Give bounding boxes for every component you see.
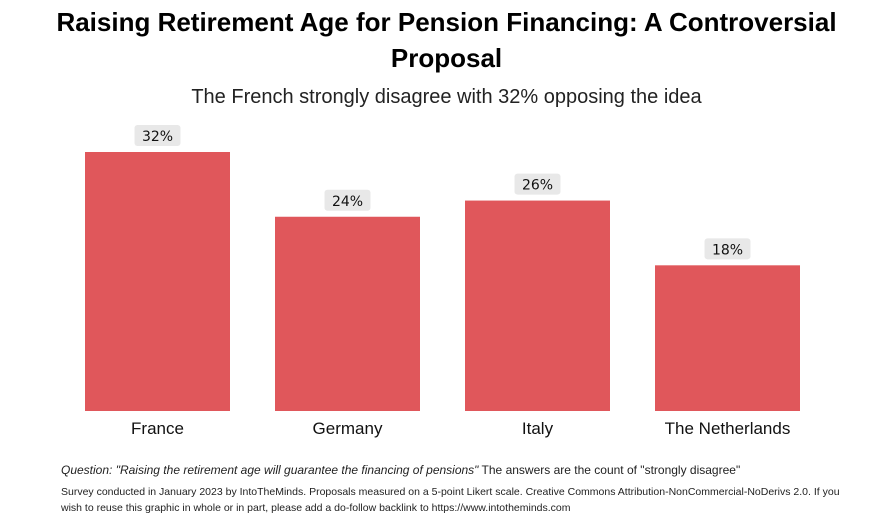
x-tick-label: Italy — [522, 419, 554, 438]
data-label: 32% — [142, 129, 173, 145]
footer-note: Survey conducted in January 2023 by Into… — [61, 486, 840, 514]
bar-italy — [465, 200, 610, 411]
bar-france — [85, 152, 230, 411]
x-tick-label: France — [131, 419, 184, 438]
data-label: 26% — [522, 178, 553, 194]
data-label-background — [324, 189, 371, 211]
data-label-background — [704, 238, 751, 260]
bar-the-netherlands — [655, 265, 800, 411]
bar-chart: 32% France 24% Germany 26% Italy 18% The Nether… — [85, 125, 800, 438]
question-note: The answers are the count of "strongly d… — [478, 463, 741, 477]
data-label: 18% — [712, 242, 743, 258]
x-tick-label: The Netherlands — [665, 419, 791, 438]
data-label: 24% — [332, 194, 363, 210]
bar-germany — [275, 216, 420, 411]
x-tick-label: Germany — [313, 419, 383, 438]
chart-subtitle: The French strongly disagree with 32% op… — [191, 86, 702, 108]
question-text: Question: "Raising the retirement age wi… — [61, 463, 479, 477]
footer-question: Question: "Raising the retirement age wi… — [61, 463, 861, 477]
data-label-background — [134, 125, 181, 146]
data-label-background — [514, 173, 561, 195]
chart-title: Raising Retirement Age for Pension Finan… — [56, 7, 837, 73]
